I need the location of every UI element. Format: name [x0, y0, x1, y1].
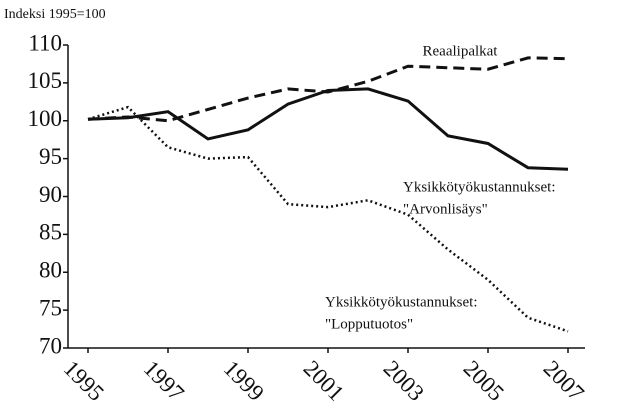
y-tick-label: 100 — [28, 106, 63, 131]
series-label: Yksikkötyökustannukset: — [325, 294, 478, 310]
y-tick-label: 85 — [39, 220, 62, 245]
series-line — [87, 87, 569, 171]
x-tick-label: 1997 — [139, 356, 189, 406]
series-label: Yksikkötyökustannukset: — [403, 179, 556, 195]
series-label: "Lopputuotos" — [325, 316, 413, 332]
y-tick-label: 110 — [28, 30, 62, 55]
y-tick-label: 95 — [39, 144, 62, 169]
x-tick-label: 2005 — [459, 356, 509, 406]
y-tick-label: 75 — [39, 295, 62, 320]
x-tick-label: 2007 — [539, 356, 589, 406]
y-tick-label: 80 — [39, 258, 62, 283]
x-tick-label: 1995 — [59, 356, 109, 406]
series-line — [87, 105, 569, 333]
x-tick-label: 2003 — [379, 356, 429, 406]
x-tick-label: 1999 — [219, 356, 269, 406]
y-tick-label: 105 — [28, 68, 63, 93]
y-tick-label: 90 — [39, 182, 62, 207]
y-tick-label: 70 — [39, 333, 62, 358]
subtitle: Indeksi 1995=100 — [4, 7, 106, 22]
series-label: Reaalipalkat — [423, 43, 499, 59]
x-tick-label: 2001 — [299, 356, 349, 406]
series-label: "Arvonlisäys" — [403, 201, 488, 217]
